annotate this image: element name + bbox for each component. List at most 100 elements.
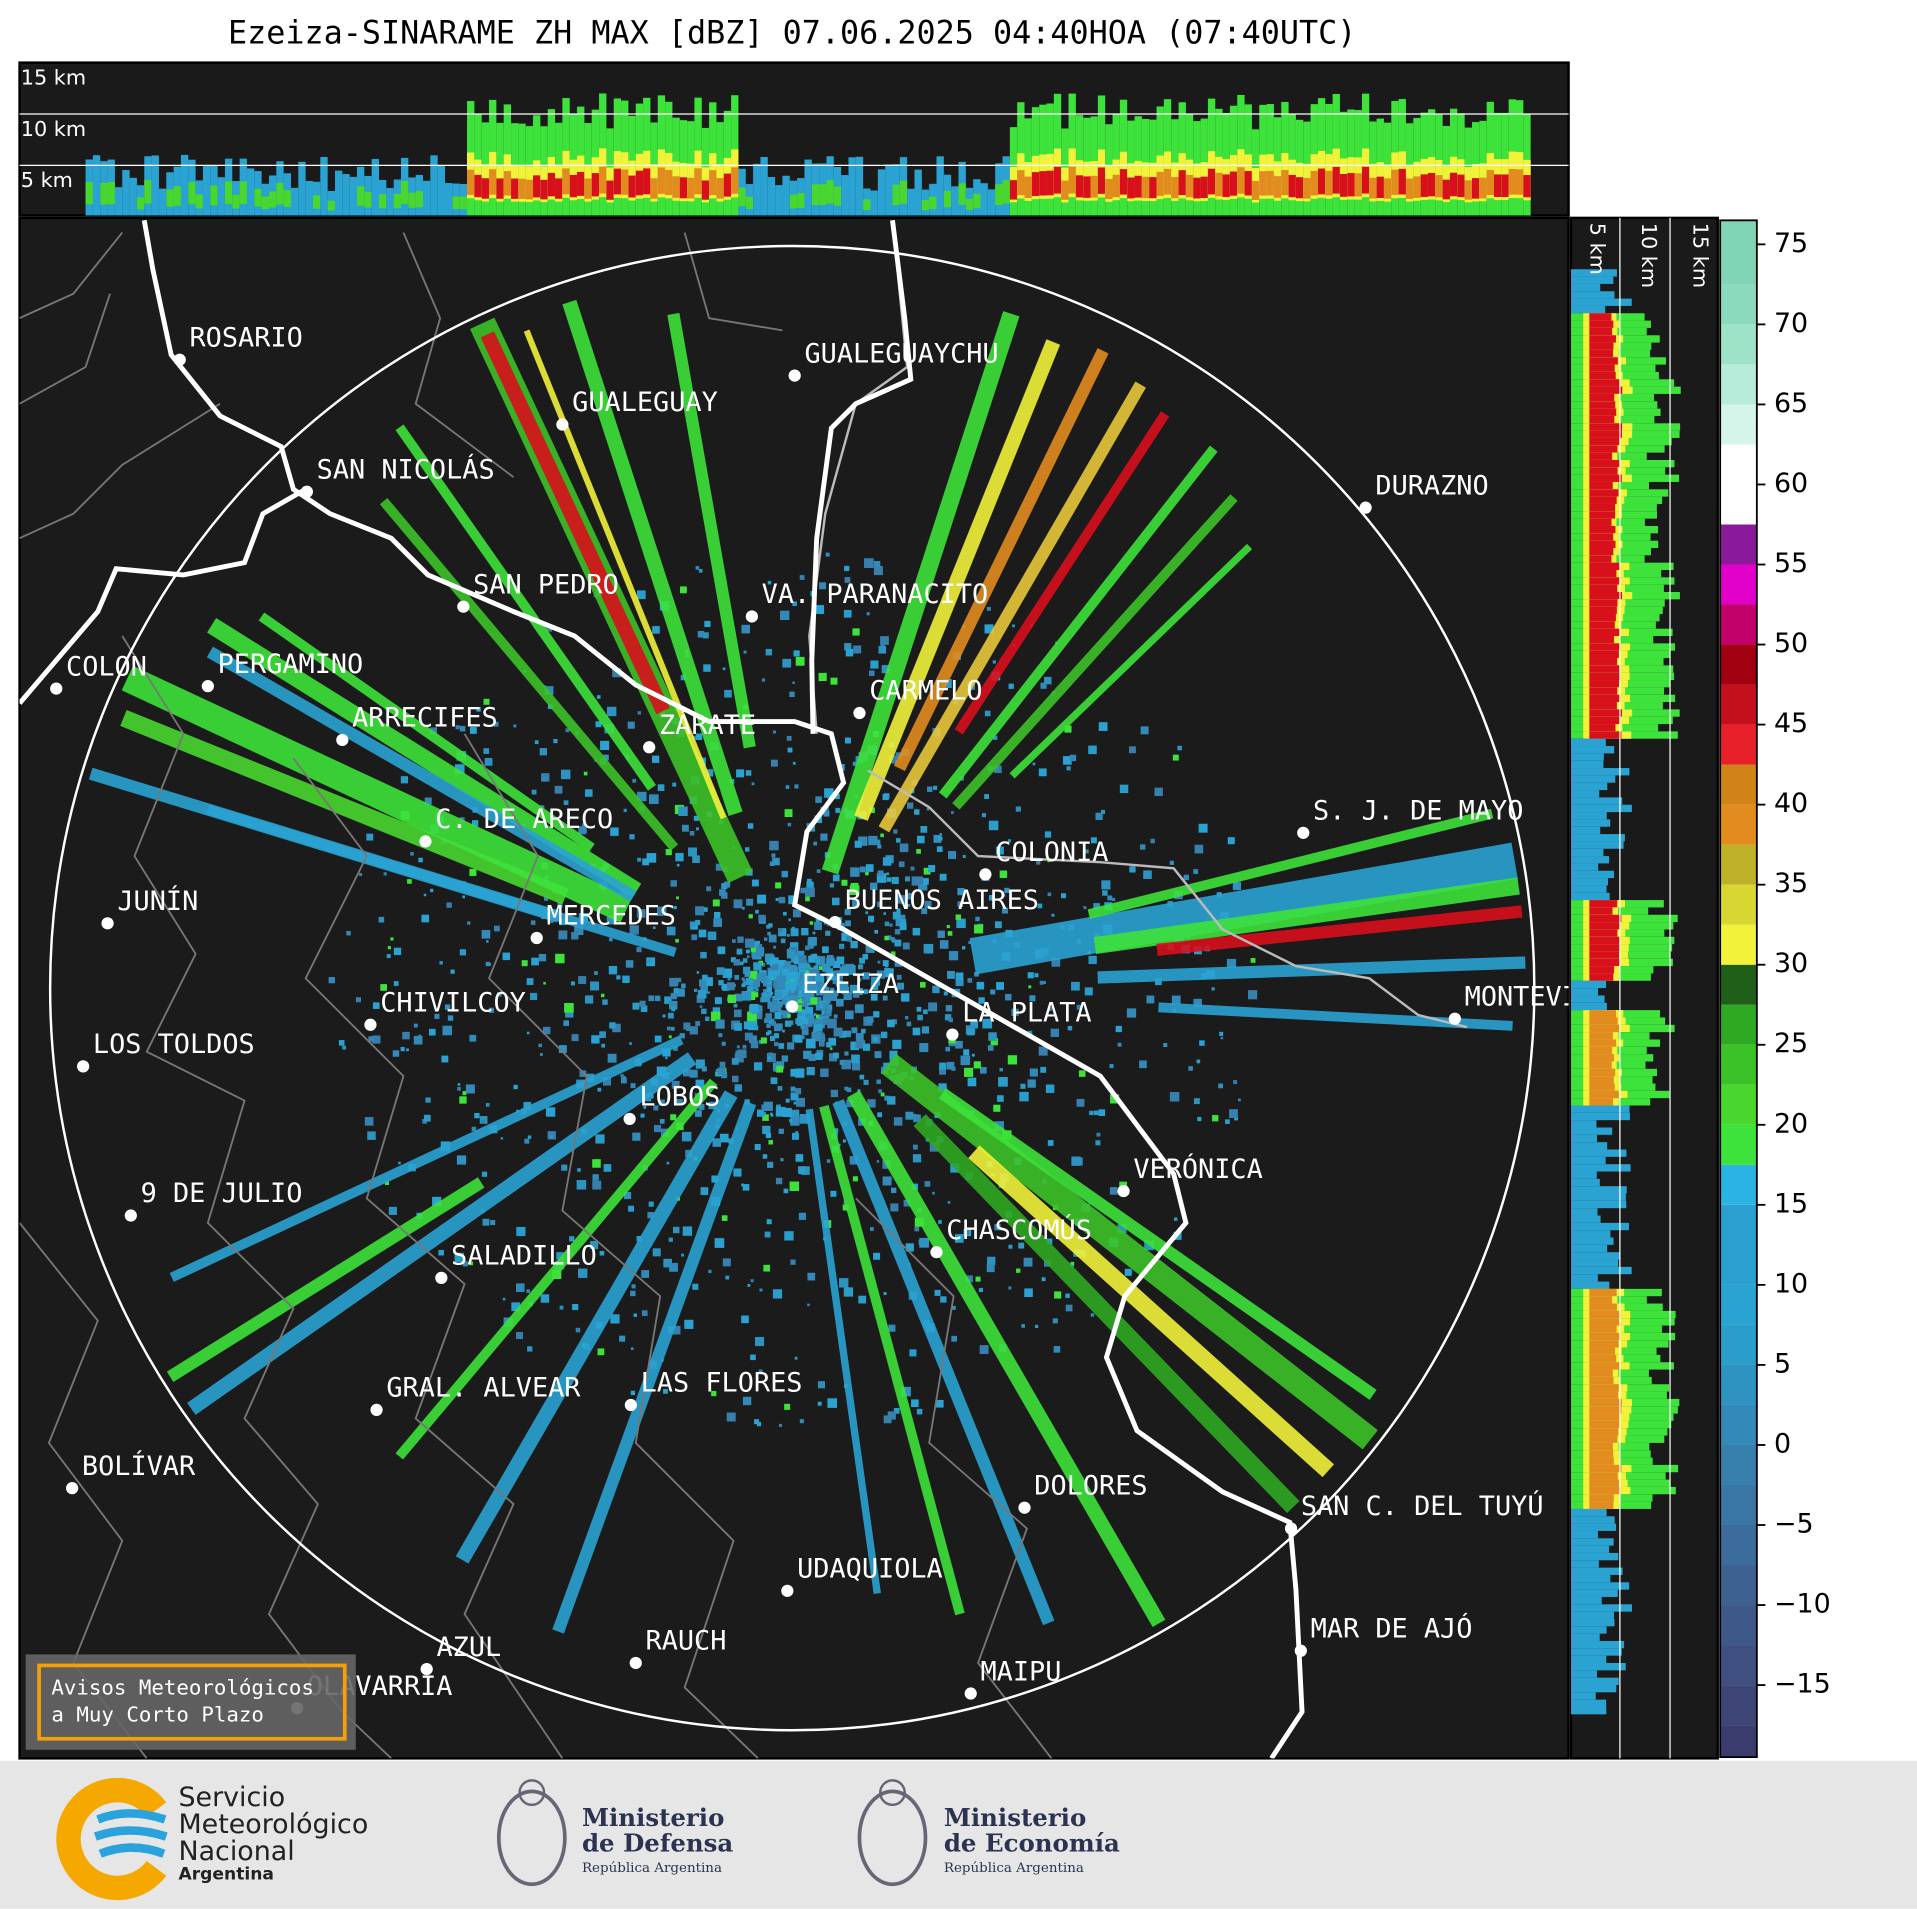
echo-ray — [913, 1114, 1300, 1513]
echo — [601, 1043, 606, 1048]
profile-echo — [1571, 819, 1611, 827]
place-dot — [643, 741, 656, 754]
echo — [963, 1229, 969, 1236]
echo — [734, 974, 740, 980]
echo-ray — [847, 1090, 1166, 1628]
echo — [526, 1031, 530, 1035]
echo — [834, 970, 844, 979]
place-label: S. J. DE MAYO — [1313, 796, 1523, 827]
echo — [906, 1021, 912, 1027]
colorbar-band — [1720, 1685, 1757, 1726]
echo — [882, 1176, 892, 1186]
echo — [839, 1059, 845, 1065]
echo — [469, 868, 477, 876]
echo — [636, 947, 642, 953]
echo — [877, 870, 884, 877]
echo — [839, 945, 844, 949]
profile-echo — [1589, 386, 1623, 394]
echo — [803, 997, 807, 1001]
echo — [696, 994, 705, 1003]
echo — [789, 691, 795, 697]
echo — [790, 1068, 799, 1077]
profile-echo — [1589, 1076, 1614, 1084]
echo — [845, 920, 851, 927]
echo — [867, 1099, 876, 1108]
echo — [630, 1390, 636, 1396]
echo — [1226, 958, 1237, 969]
echo — [938, 1083, 947, 1092]
echo — [913, 1114, 921, 1123]
echo — [540, 1294, 550, 1303]
echo — [1111, 897, 1116, 902]
echo — [769, 957, 779, 967]
echo — [746, 949, 750, 954]
echo — [848, 966, 851, 970]
echo — [822, 946, 829, 954]
profile-echo — [826, 179, 834, 204]
echo — [711, 1390, 717, 1397]
echo — [733, 1003, 738, 1008]
echo — [372, 1035, 381, 1044]
echo — [846, 1099, 854, 1108]
profile-echo — [1571, 298, 1632, 306]
profile-echo — [1589, 716, 1620, 725]
echo — [769, 1035, 776, 1042]
echo — [880, 636, 889, 645]
echo — [1212, 1115, 1219, 1122]
place-label: LOBOS — [639, 1082, 720, 1113]
echo — [594, 971, 598, 975]
profile-echo — [1589, 621, 1615, 629]
colorbar-tick-label: 15 — [1774, 1188, 1808, 1219]
echo — [739, 961, 744, 966]
colorbar-tick-label: 60 — [1774, 468, 1808, 499]
echo — [794, 1356, 798, 1360]
echo — [955, 978, 964, 987]
colorbar-band — [1720, 1605, 1757, 1646]
echo — [767, 1161, 774, 1168]
echo — [595, 721, 602, 728]
echo — [631, 1284, 636, 1289]
echo — [818, 983, 828, 992]
echo — [1035, 1324, 1039, 1329]
echo — [647, 1211, 654, 1219]
profile-echo — [1571, 1662, 1626, 1671]
profile-echo — [1571, 782, 1608, 791]
profile-echo — [1571, 1648, 1622, 1656]
echo — [707, 991, 710, 994]
echo — [698, 568, 703, 573]
profile-echo — [1589, 430, 1622, 438]
echo — [647, 959, 651, 963]
place-label: COLONIA — [995, 837, 1108, 868]
echo — [1193, 998, 1202, 1008]
echo — [806, 1066, 815, 1076]
echo — [996, 982, 1004, 990]
echo — [914, 1226, 920, 1232]
echo — [637, 711, 642, 715]
echo — [695, 919, 701, 926]
echo — [483, 698, 490, 705]
echo — [971, 1053, 975, 1057]
place-label: SALADILLO — [451, 1241, 597, 1272]
echo — [860, 966, 864, 969]
echo — [813, 841, 818, 846]
echo — [854, 840, 862, 848]
echo — [736, 769, 745, 778]
echo — [346, 930, 351, 936]
profile-echo — [1571, 856, 1610, 864]
place-label: BUENOS AIRES — [845, 885, 1039, 916]
colorbar-tick-label: 55 — [1774, 548, 1808, 579]
echo — [547, 1131, 556, 1140]
place-label: DURAZNO — [1375, 470, 1488, 501]
profile-echo — [753, 163, 761, 216]
echo — [1139, 1060, 1147, 1069]
echo — [951, 811, 954, 814]
echo — [736, 1045, 740, 1049]
profile-echo — [1589, 1362, 1621, 1370]
profile-echo — [1589, 379, 1621, 387]
warning-box[interactable] — [37, 1663, 347, 1741]
echo — [1129, 746, 1136, 754]
echo — [829, 883, 835, 888]
profile-echo — [1589, 489, 1619, 497]
echo — [711, 1175, 719, 1183]
echo — [777, 1085, 783, 1091]
